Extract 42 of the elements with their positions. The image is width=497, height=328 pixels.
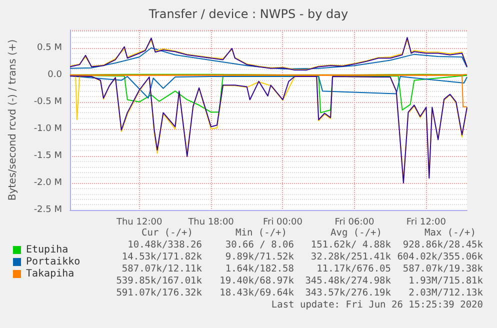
text: 18.43k/69.64k [220, 288, 294, 298]
text: 14.53k/171.82k [122, 252, 202, 262]
legend-label: Portaikko [26, 256, 80, 268]
y-tick-label: 0.0 [48, 70, 62, 80]
y-tick-label: -1.5 M [34, 150, 62, 161]
text: 604.02k/355.06k [397, 252, 484, 262]
y-tick-label: -2.0 M [34, 178, 62, 188]
text: 30.66 / 8.06 [225, 240, 294, 250]
y-tick-label: 0.5 M [37, 42, 62, 53]
text: Last update: Fri Jun 26 15:25:39 2020 [271, 300, 484, 310]
text: Cur (-/+) [142, 228, 193, 238]
text: 539.85k/167.01k [116, 276, 202, 286]
text: 151.62k/ 4.88k [310, 240, 392, 250]
text: 1.93M/715.81k [408, 276, 484, 286]
text: 591.07k/176.32k [116, 288, 202, 298]
x-tick-label: Thu 18:00 [187, 218, 234, 228]
y-tick-label: -1.0 M [34, 124, 62, 134]
y-tick-label: -2.5 M [34, 205, 62, 215]
y-axis-title: Bytes/second rcvd (-) / trans (+) [8, 39, 18, 201]
text: 928.86k/28.45k [402, 240, 484, 250]
text: 345.48k/274.98k [305, 276, 392, 286]
text: 19.40k/68.97k [220, 276, 294, 286]
text: 11.17k/676.05 [316, 264, 391, 274]
text: Avg (-/+) [330, 228, 382, 238]
text: 10.48k/338.26 [128, 240, 202, 250]
text: 587.07k/19.38k [402, 264, 484, 274]
text: 587.07k/12.11k [122, 264, 202, 274]
legend-label: Takapiha [26, 268, 74, 280]
x-tick-label: Fri 12:00 [406, 218, 446, 228]
text: 9.89k/71.52k [225, 252, 294, 262]
x-tick-label: Fri 06:00 [334, 218, 374, 228]
legend-label: Etupiha [26, 244, 68, 256]
text: Max (-/+) [424, 228, 476, 238]
text: 2.03M/712.13k [408, 288, 484, 298]
text: 32.28k/251.41k [310, 252, 392, 262]
chart-title: Transfer / device : NWPS - by day [148, 7, 348, 21]
x-tick-label: Thu 12:00 [115, 218, 162, 228]
text: Min (-/+) [236, 228, 287, 238]
y-tick-label: -0.5 M [34, 96, 62, 107]
text: 1.64k/182.58 [225, 264, 294, 274]
text: 343.57k/276.19k [305, 288, 392, 298]
x-tick-label: Fri 00:00 [262, 218, 303, 228]
